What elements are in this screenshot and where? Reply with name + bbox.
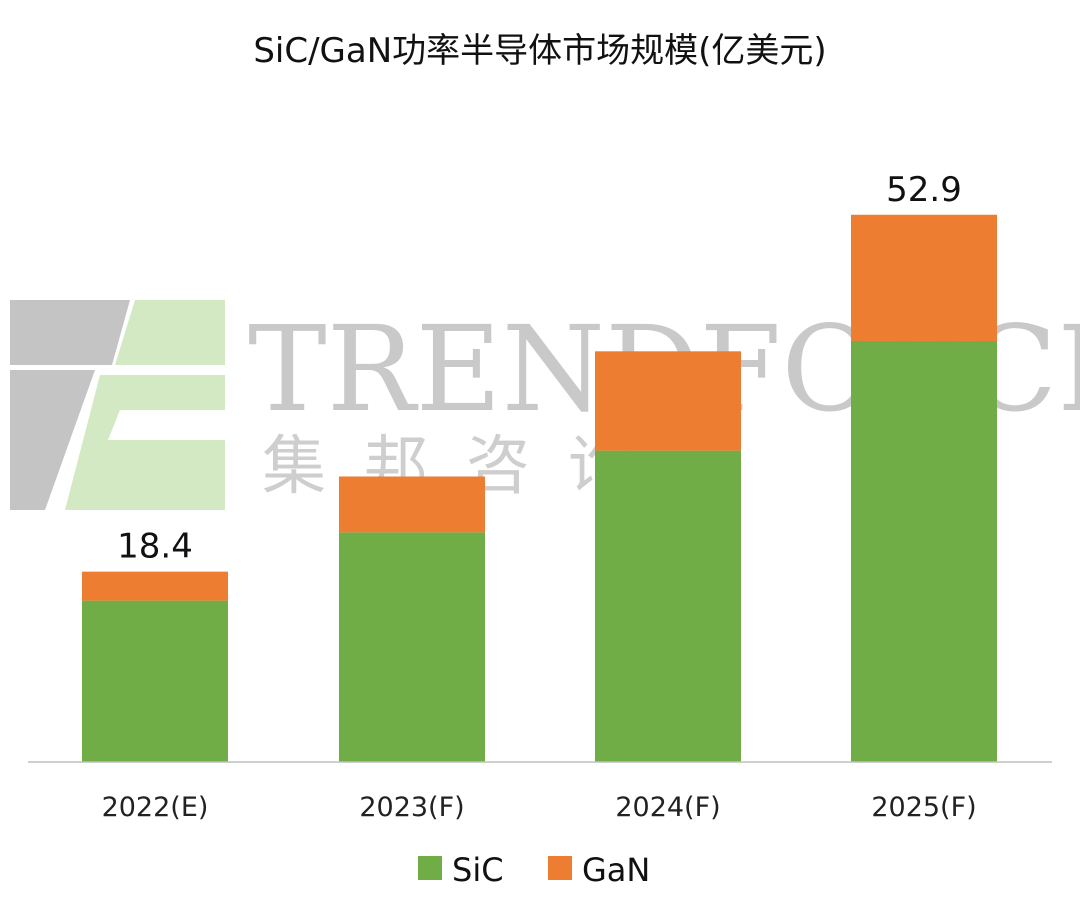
chart-title: SiC/GaN功率半导体市场规模(亿美元) — [253, 31, 826, 71]
total-labels: 18.4 52.9 — [117, 170, 962, 567]
x-tick-label: 2022(E) — [102, 792, 209, 823]
legend-swatch-gan — [548, 856, 572, 880]
bar-gan-3 — [851, 214, 997, 341]
bars-group — [82, 214, 997, 762]
bar-sic-2 — [595, 450, 741, 762]
x-tick-label: 2025(F) — [871, 792, 976, 823]
x-tick-label: 2024(F) — [615, 792, 720, 823]
total-label: 52.9 — [886, 170, 962, 210]
x-tick-labels: 2022(E) 2023(F) 2024(F) 2025(F) — [102, 792, 977, 823]
bar-sic-0 — [82, 600, 228, 762]
legend-label-sic: SiC — [452, 851, 504, 889]
legend: SiC GaN — [418, 851, 650, 889]
bar-sic-3 — [851, 340, 997, 762]
legend-swatch-sic — [418, 856, 442, 880]
x-tick-label: 2023(F) — [359, 792, 464, 823]
bar-gan-2 — [595, 351, 741, 451]
bar-sic-1 — [339, 532, 485, 762]
bar-gan-1 — [339, 476, 485, 533]
total-label: 18.4 — [117, 527, 193, 567]
watermark-logo — [10, 300, 225, 510]
bar-gan-0 — [82, 571, 228, 601]
legend-label-gan: GaN — [582, 851, 650, 889]
